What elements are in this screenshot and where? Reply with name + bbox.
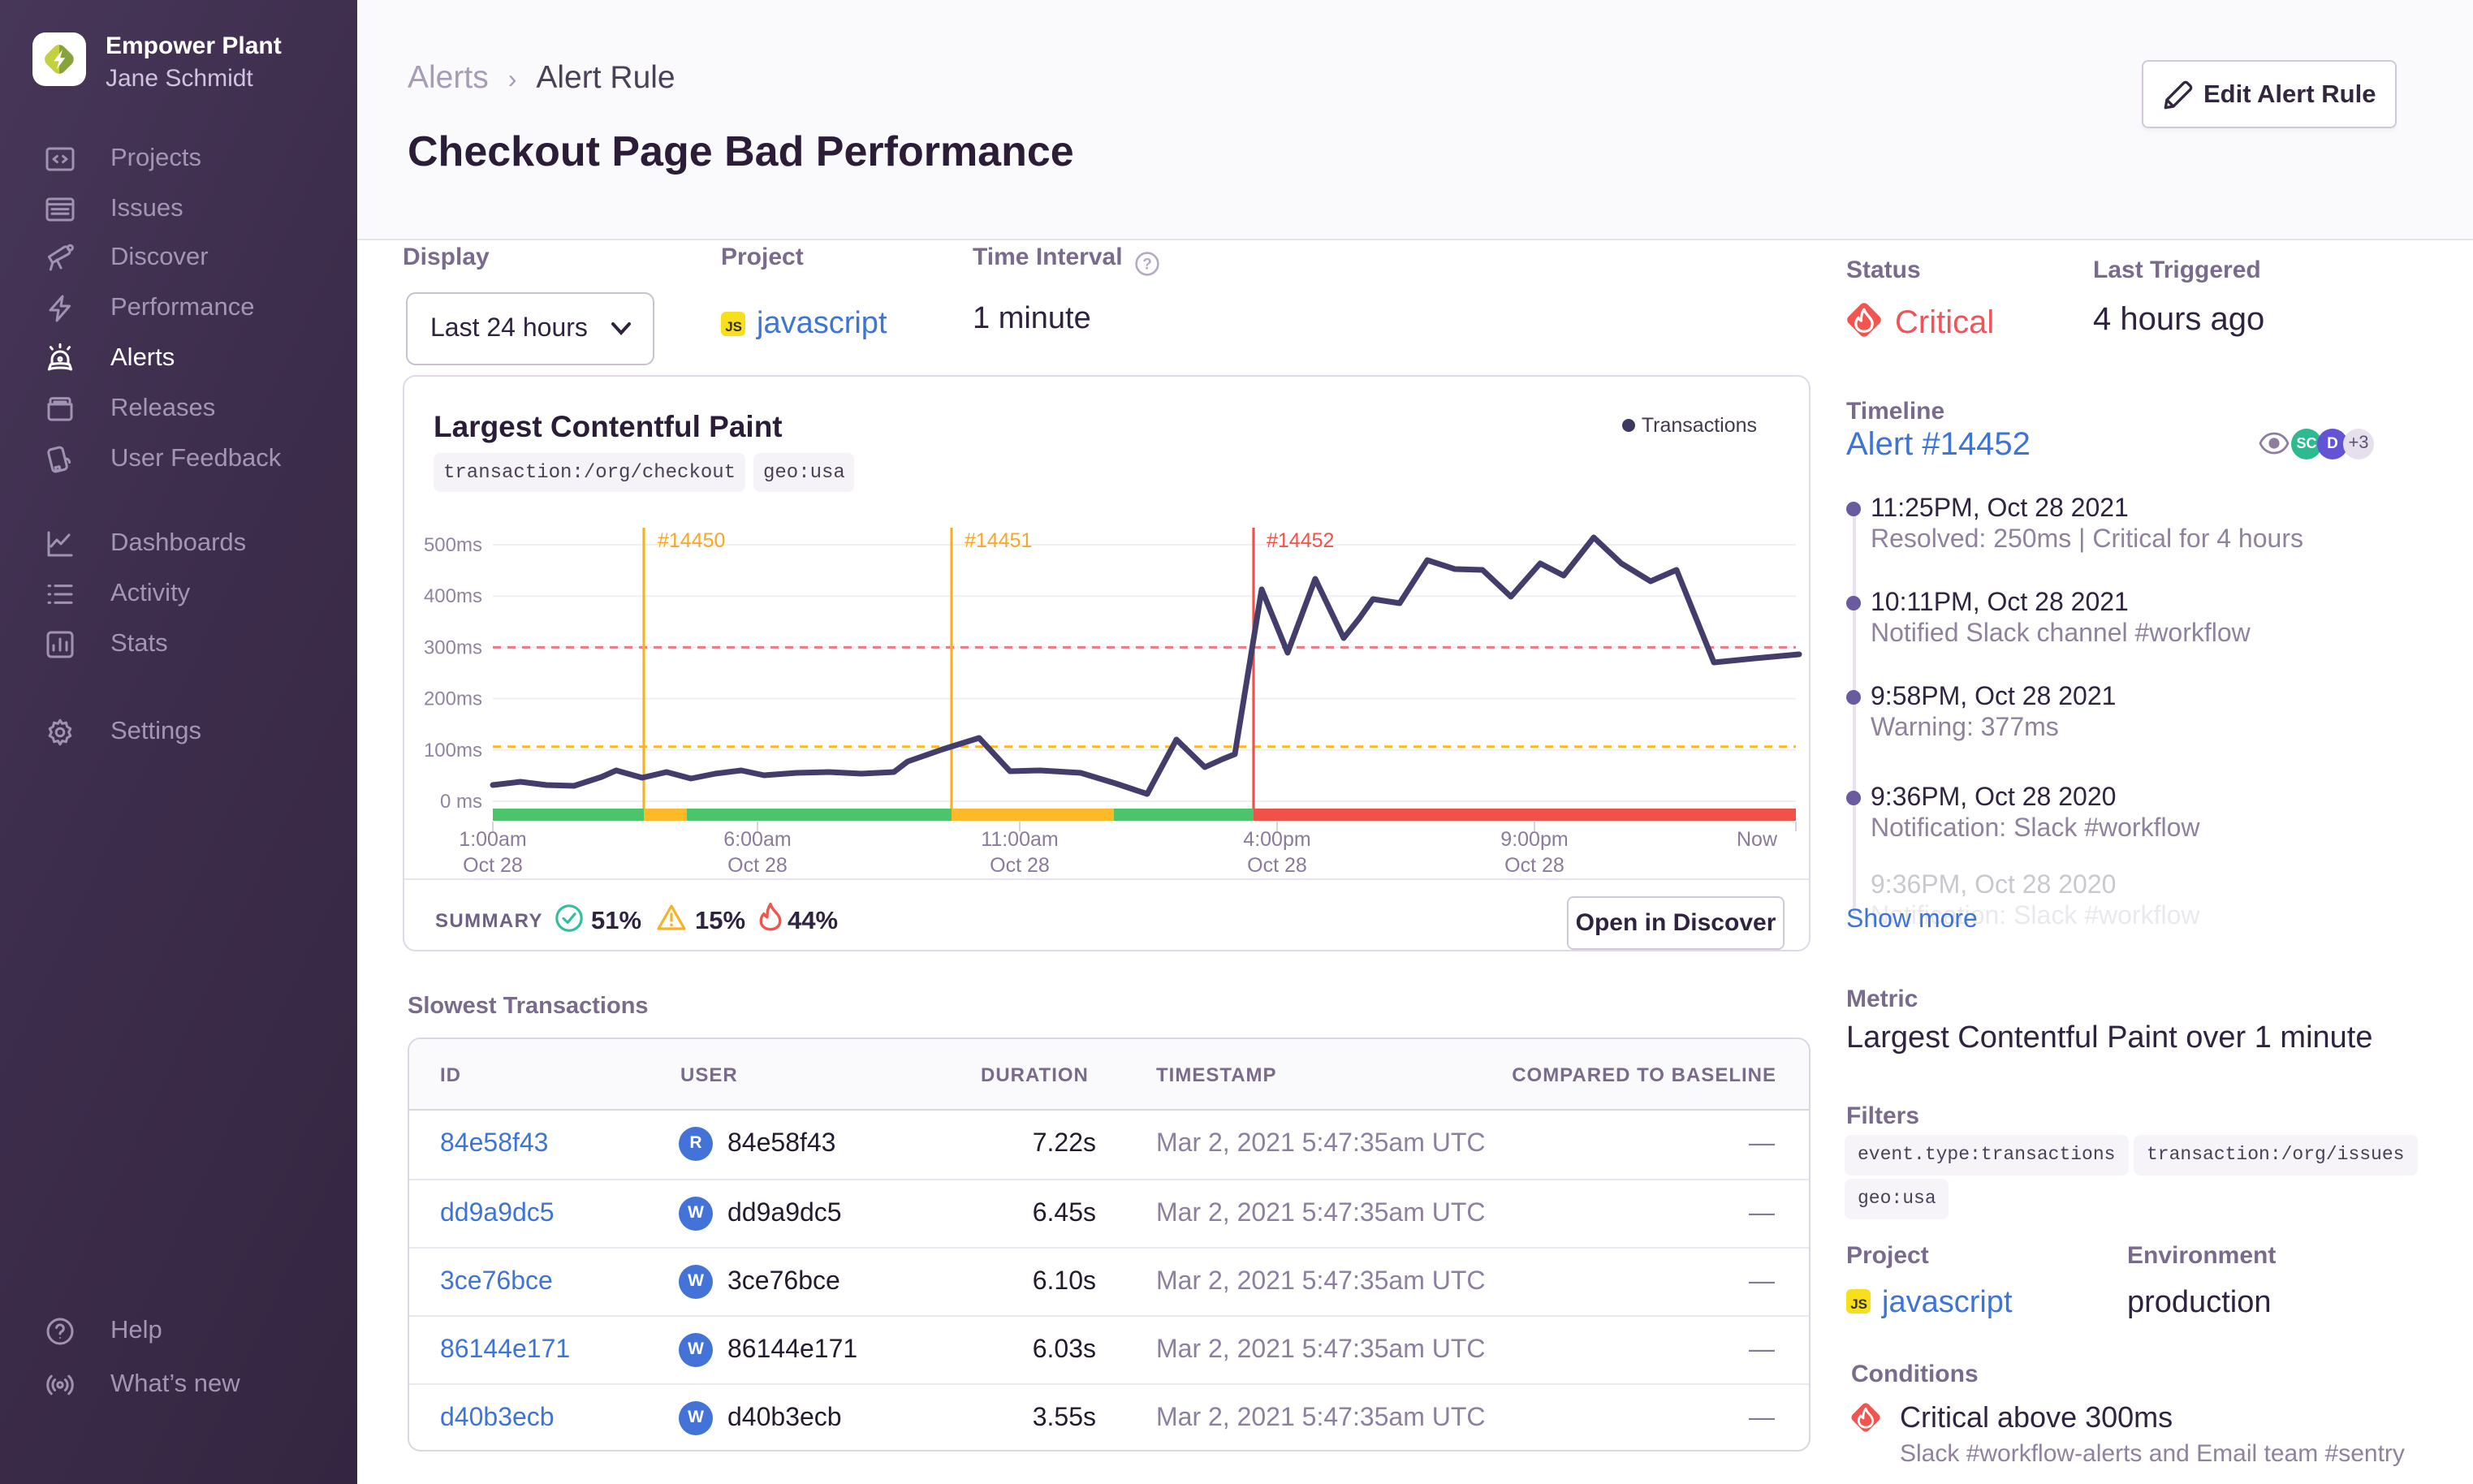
svg-text:9:00pm: 9:00pm [1500, 828, 1568, 851]
svg-text:300ms: 300ms [424, 636, 482, 658]
svg-text:Oct 28: Oct 28 [463, 854, 523, 877]
svg-text:#14451: #14451 [965, 529, 1032, 552]
svg-text:Oct 28: Oct 28 [1504, 854, 1565, 877]
svg-text:100ms: 100ms [424, 740, 482, 761]
svg-text:1:00am: 1:00am [459, 828, 526, 851]
svg-text:Now: Now [1737, 828, 1778, 851]
svg-text:11:00am: 11:00am [981, 828, 1058, 851]
svg-text:4:00pm: 4:00pm [1243, 828, 1310, 851]
svg-text:?: ? [1142, 257, 1152, 274]
svg-text:Oct 28: Oct 28 [1247, 854, 1307, 877]
svg-text:Oct 28: Oct 28 [727, 854, 788, 877]
svg-text:500ms: 500ms [424, 534, 482, 556]
svg-text:400ms: 400ms [424, 585, 482, 607]
svg-text:Oct 28: Oct 28 [990, 854, 1050, 877]
svg-text:#14450: #14450 [658, 529, 725, 552]
svg-text:200ms: 200ms [424, 688, 482, 710]
svg-text:#14452: #14452 [1267, 529, 1334, 552]
svg-text:0 ms: 0 ms [440, 791, 482, 813]
svg-text:6:00am: 6:00am [723, 828, 791, 851]
